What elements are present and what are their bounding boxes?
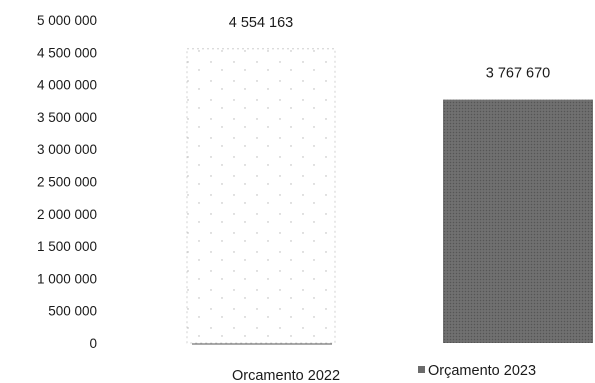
y-tick-label: 1 000 000 xyxy=(37,271,97,286)
bar-value-label: 3 767 670 xyxy=(486,66,551,82)
bar-value-label: 4 554 163 xyxy=(229,15,294,31)
y-tick-label: 0 xyxy=(89,336,97,351)
legend-label: Orçamento 2023 xyxy=(428,363,536,379)
legend-label: Orcamento 2022 xyxy=(232,368,340,383)
y-tick-label: 1 500 000 xyxy=(37,239,97,254)
y-tick-label: 2 500 000 xyxy=(37,175,97,190)
y-tick-label: 3 500 000 xyxy=(37,110,97,125)
bar-orcamento-2022 xyxy=(186,48,336,344)
y-tick-label: 500 000 xyxy=(48,304,97,319)
y-tick-label: 3 000 000 xyxy=(37,142,97,157)
legend-swatch xyxy=(418,366,425,373)
bar-orcamento-2023 xyxy=(443,99,593,343)
y-tick-label: 2 000 000 xyxy=(37,207,97,222)
y-tick-label: 4 000 000 xyxy=(37,78,97,93)
y-tick-label: 4 500 000 xyxy=(37,45,97,60)
y-tick-label: 5 000 000 xyxy=(37,13,97,28)
